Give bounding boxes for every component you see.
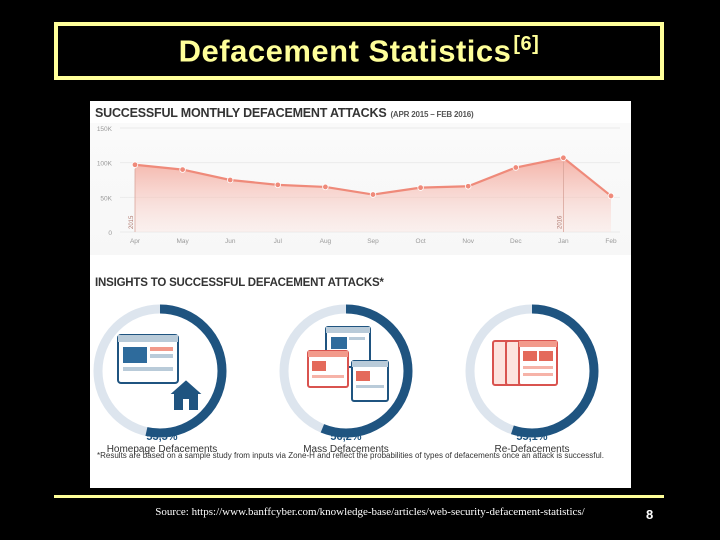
- data-point: [131, 161, 139, 168]
- mass-pages-icon: [307, 326, 389, 402]
- x-tick-label: Aug: [320, 238, 332, 245]
- ring-progress: [93, 304, 227, 438]
- stat-percent: 53,5%: [146, 431, 178, 443]
- homepage-defacements-ring: [93, 304, 227, 438]
- stat-label: Mass Defacements: [303, 444, 389, 455]
- monthly-attacks-chart: 0 50K 100K 150K 2015 2016 Apr May Jun Jul Aug Sep Oc…: [97, 126, 620, 245]
- stacked-pages-icon: [492, 340, 558, 386]
- data-point: [607, 192, 615, 200]
- year-marker-label: 2015: [129, 215, 135, 229]
- slide-title: Defacement Statistics [6]: [178, 32, 540, 69]
- mass-defacements-ring: [279, 304, 413, 438]
- data-point: [369, 191, 377, 198]
- stat-percent: 56,2%: [330, 431, 362, 443]
- homepage-browser-icon: [117, 334, 179, 384]
- homepage-stat: 53,5% Homepage Defacements: [102, 431, 222, 455]
- x-tick-label: May: [176, 238, 189, 245]
- y-tick-label: 150K: [97, 126, 113, 133]
- re-defacements-ring: [465, 304, 599, 438]
- house-door: [183, 399, 189, 411]
- infographic-panel: SUCCESSFUL MONTHLY DEFACEMENT ATTACKS (AP…: [90, 101, 631, 488]
- data-point: [274, 181, 281, 189]
- data-point: [512, 164, 519, 171]
- footer-rule: [54, 495, 664, 498]
- data-point: [560, 154, 567, 162]
- ring-progress: [279, 304, 413, 438]
- x-tick-label: Jun: [225, 238, 236, 245]
- chart-subtitle: (APR 2015 – FEB 2016): [390, 110, 474, 119]
- x-tick-label: Feb: [605, 238, 617, 245]
- ring-progress: [465, 304, 599, 438]
- chart-title: SUCCESSFUL MONTHLY DEFACEMENT ATTACKS (AP…: [95, 106, 474, 120]
- stat-label: Re-Defacements: [494, 444, 570, 455]
- y-tick-label: 0: [108, 230, 112, 237]
- x-tick-label: Jul: [274, 238, 283, 245]
- house-icon: [165, 377, 207, 412]
- x-tick-label: Jan: [558, 238, 569, 245]
- y-tick-label: 100K: [97, 161, 113, 168]
- x-tick-label: Dec: [510, 238, 522, 245]
- x-tick-label: Apr: [130, 238, 141, 245]
- source-citation: Source: https://www.banffcyber.com/knowl…: [155, 506, 585, 518]
- title-reference: [6]: [513, 32, 540, 55]
- data-point: [179, 166, 186, 173]
- y-tick-label: 50K: [100, 195, 112, 202]
- data-point: [465, 183, 472, 190]
- x-tick-label: Nov: [462, 238, 474, 245]
- year-marker-label: 2016: [557, 215, 563, 229]
- slide-title-box: Defacement Statistics [6]: [54, 22, 664, 80]
- mass-stat: 56,2% Mass Defacements: [286, 431, 406, 455]
- page-number: 8: [646, 507, 654, 522]
- data-point: [322, 183, 329, 191]
- stat-label: Homepage Defacements: [106, 444, 218, 455]
- data-point: [226, 176, 234, 184]
- insights-graphics: [93, 304, 599, 438]
- x-tick-label: Sep: [367, 238, 379, 245]
- stat-percent: 55,1%: [516, 431, 548, 443]
- re-defacements-stat: 55,1% Re-Defacements: [472, 431, 592, 455]
- x-tick-label: Oct: [416, 238, 426, 245]
- insights-title: INSIGHTS TO SUCCESSFUL DEFACEMENT ATTACK…: [95, 277, 384, 289]
- footnote: *Results are based on a sample study fro…: [97, 451, 604, 460]
- data-point: [417, 184, 424, 191]
